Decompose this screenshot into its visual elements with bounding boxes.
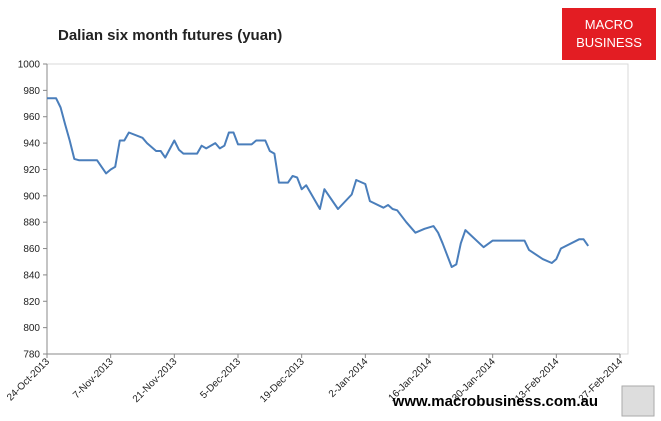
- logo-text: MACRO: [585, 17, 633, 32]
- x-tick-label: 7-Nov-2013: [71, 356, 116, 401]
- y-tick-label: 820: [23, 297, 40, 308]
- watermark: www.macrobusiness.com.au: [392, 393, 598, 410]
- x-tick-label: 21-Nov-2013: [131, 356, 180, 405]
- logo-icon: [621, 385, 655, 417]
- x-tick-label: 5-Dec-2013: [198, 356, 243, 401]
- y-tick-label: 800: [23, 323, 40, 334]
- chart-title: Dalian six month futures (yuan): [58, 27, 282, 44]
- y-tick-label: 940: [23, 139, 40, 150]
- y-tick-label: 1000: [18, 60, 41, 71]
- y-tick-label: 900: [23, 191, 40, 202]
- plot: 780 800 820 840 860 880 900 920 940 960 980 1000 24-…: [5, 60, 625, 406]
- y-tick-label: 780: [23, 350, 40, 361]
- data-line: [47, 97, 590, 268]
- y-tick-label: 960: [23, 112, 40, 123]
- y-tick-label: 880: [23, 218, 40, 229]
- x-tick-label: 2-Jan-2014: [327, 356, 371, 400]
- y-tick-label: 840: [23, 270, 40, 281]
- y-tick-label: 860: [23, 244, 40, 255]
- y-tick-label: 980: [23, 86, 40, 97]
- logo-text: BUSINESS: [576, 35, 642, 50]
- x-tick-label: 24-Oct-2013: [5, 356, 52, 403]
- logo-box: [562, 8, 656, 60]
- x-tick-label: 19-Dec-2013: [258, 356, 307, 405]
- y-tick-label: 920: [23, 165, 40, 176]
